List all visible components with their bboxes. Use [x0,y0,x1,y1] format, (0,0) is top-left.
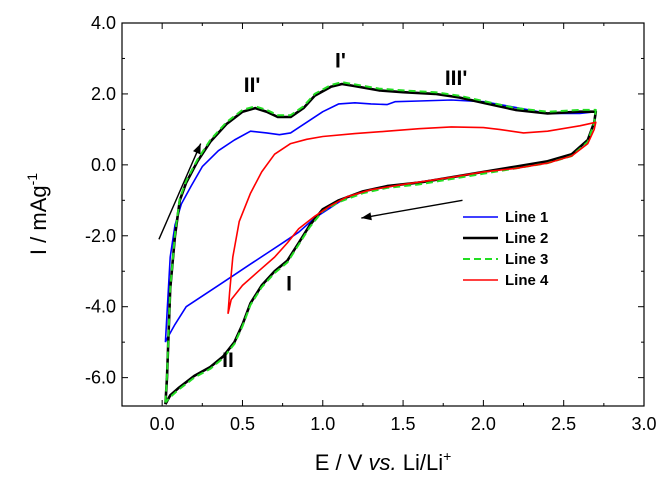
x-axis-title: E / V vs. Li/Li+ [315,448,452,475]
series-line-3 [164,81,597,404]
series-line-4 [227,121,597,314]
sweep-arrow-2 [361,199,463,219]
y-tick-label: 0.0 [91,155,116,175]
sweep-arrow-1 [158,143,202,240]
peak-label: II' [244,74,261,97]
annotation-layer: II'I'III'III [222,49,467,372]
x-tick-label: 1.0 [310,414,335,434]
y-axis-title: I / mAg-1 [24,173,51,255]
legend: Line 1 Line 2 Line 3 Line 4 [463,209,549,289]
arrow-layer [158,143,463,240]
peak-label: I [286,273,292,296]
peak-label: I' [335,49,346,72]
x-tick-label: 1.5 [391,414,416,434]
y-tick-label: -6.0 [85,368,116,388]
axis-ticks [121,22,645,406]
x-tick-labels: 0.0 0.5 1.0 1.5 2.0 2.5 3.0 [150,414,657,434]
y-tick-label: 2.0 [91,84,116,104]
x-tick-label: 0.0 [150,414,175,434]
peak-label: II [222,349,234,372]
series-layer [164,81,598,405]
x-tick-label: 0.5 [230,414,255,434]
x-tick-label: 2.0 [471,414,496,434]
legend-label: Line 4 [505,272,549,289]
y-tick-label: -4.0 [85,297,116,317]
legend-label: Line 3 [505,251,548,268]
legend-label: Line 2 [505,230,548,247]
peak-label: III' [445,67,468,90]
sweep-arrow-head-2 [361,212,372,221]
x-tick-label: 2.5 [551,414,576,434]
y-tick-labels: -6.0 -4.0 -2.0 0.0 2.0 4.0 [85,13,116,388]
y-tick-label: 4.0 [91,13,116,33]
sweep-arrow-head-1 [193,143,201,155]
x-tick-label: 3.0 [631,414,656,434]
plot-frame [121,22,645,407]
legend-label: Line 1 [505,209,548,226]
y-tick-label: -2.0 [85,226,116,246]
